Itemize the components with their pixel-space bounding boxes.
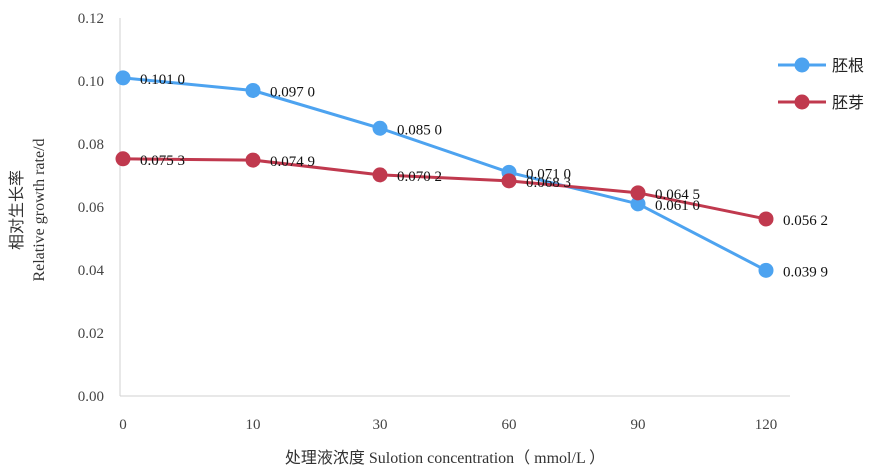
x-tick-label: 0 [119, 417, 127, 433]
x-tick-label: 120 [755, 417, 778, 433]
y-tick-label: 0.04 [78, 263, 105, 279]
series-line-0 [122, 76, 767, 272]
series-line-1 [122, 157, 767, 221]
data-point [758, 262, 774, 278]
data-point [630, 185, 646, 201]
data-point [115, 70, 131, 86]
y-axis-title-cn: 相对生长率 [8, 170, 26, 250]
x-tick-label: 30 [373, 417, 388, 433]
data-label: 0.061 0 [655, 198, 700, 214]
x-tick-label: 90 [631, 417, 646, 433]
y-tick-label: 0.10 [78, 74, 104, 90]
data-label: 0.085 0 [397, 122, 442, 138]
legend-label: 胚根 [832, 56, 864, 75]
y-tick-label: 0.12 [78, 11, 104, 27]
y-tick-label: 0.08 [78, 137, 104, 153]
data-point [630, 196, 646, 212]
data-point [115, 151, 131, 167]
data-label: 0.101 0 [140, 72, 185, 88]
data-label: 0.039 9 [783, 264, 828, 280]
legend-marker [794, 57, 810, 73]
x-tick-label: 60 [502, 417, 517, 433]
data-point [501, 173, 517, 189]
y-tick-label: 0.02 [78, 326, 104, 342]
data-label: 0.075 3 [140, 153, 185, 169]
x-tick-label: 10 [246, 417, 261, 433]
y-tick-label: 0.00 [78, 389, 104, 405]
y-axis-title-en: Relative growth rate/d [31, 138, 48, 281]
x-axis-title: 处理液浓度 Sulotion concentration（ mmol/L ） [285, 449, 605, 467]
data-point [245, 82, 261, 98]
data-label: 0.056 2 [783, 213, 828, 229]
data-point [245, 152, 261, 168]
data-label: 0.074 9 [270, 154, 315, 170]
data-label: 0.064 5 [655, 187, 700, 203]
y-tick-labels: 0.00 0.02 0.04 0.06 0.08 0.10 0.12 [78, 11, 105, 405]
series-lines [122, 76, 767, 272]
data-label: 0.068 3 [526, 175, 571, 191]
x-tick-labels: 0 10 30 60 90 120 [119, 417, 777, 433]
y-tick-label: 0.06 [78, 200, 105, 216]
legend-marker [794, 94, 810, 110]
data-label: 0.097 0 [270, 84, 315, 100]
series-markers [115, 70, 774, 278]
data-point [372, 167, 388, 183]
data-labels: 0.101 0 0.097 0 0.085 0 0.071 0 0.061 0 0.039… [140, 72, 828, 280]
data-label: 0.070 2 [397, 169, 442, 185]
legend-label: 胚芽 [832, 93, 864, 112]
data-label: 0.071 0 [526, 166, 571, 182]
data-point [758, 211, 774, 227]
data-point [372, 120, 388, 136]
